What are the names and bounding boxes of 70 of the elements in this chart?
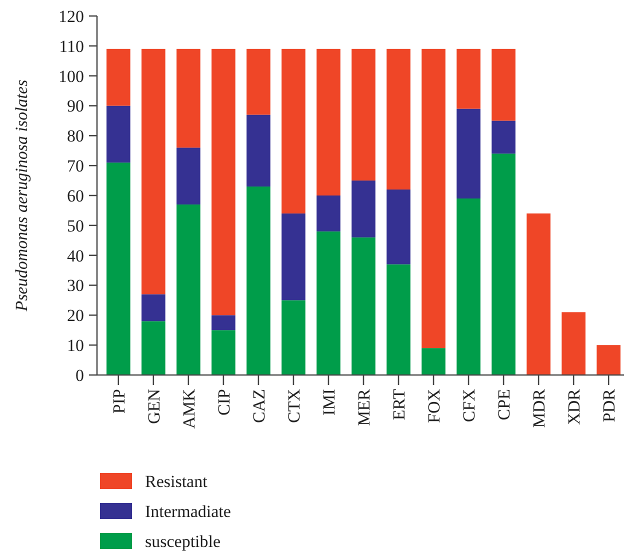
bar: [352, 237, 376, 375]
bar: [212, 315, 236, 330]
bar: [526, 213, 550, 375]
x-tick-label: CPE: [494, 389, 514, 420]
y-tick-label: 120: [58, 6, 84, 26]
bar: [596, 345, 620, 375]
bar: [246, 186, 270, 375]
bar: [456, 198, 480, 375]
bar: [176, 204, 200, 375]
bar: [316, 48, 340, 196]
x-tick-label: MDR: [530, 388, 549, 428]
x-tick-label: XDR: [564, 388, 584, 425]
y-tick-label: 50: [67, 216, 84, 236]
bar: [456, 48, 480, 109]
y-tick-label: 20: [67, 306, 84, 326]
legend-label: susceptible: [145, 532, 221, 551]
bar: [316, 231, 340, 375]
x-tick-label: AMK: [179, 388, 198, 429]
x-tick-label: CAZ: [249, 389, 268, 423]
x-tick-label: CTX: [284, 389, 304, 423]
bar: [316, 196, 340, 232]
y-axis-title: Pseudomonas aeruginosa isolates: [12, 79, 31, 312]
bar: [422, 48, 446, 348]
y-tick-label: 70: [67, 156, 84, 176]
bar: [106, 48, 130, 106]
bar: [282, 48, 306, 214]
y-tick-label: 30: [67, 276, 84, 296]
bar: [142, 321, 166, 375]
x-tick-label: PIP: [109, 389, 128, 414]
y-tick-label: 100: [58, 66, 84, 86]
bar: [282, 213, 306, 300]
x-tick-label: MER: [354, 388, 374, 426]
bar: [492, 154, 516, 375]
bar: [352, 48, 376, 181]
bar: [352, 180, 376, 238]
x-tick-label: PDR: [600, 388, 619, 422]
x-tick-label: CFX: [459, 389, 478, 422]
x-tick-label: ERT: [389, 388, 408, 420]
bar: [212, 48, 236, 316]
y-tick-label: 90: [67, 96, 84, 116]
bar: [142, 294, 166, 322]
x-tick-label: CIP: [214, 389, 234, 416]
y-tick-label: 0: [76, 366, 84, 385]
x-tick-label: FOX: [424, 389, 444, 424]
y-tick-label: 80: [67, 126, 84, 146]
y-tick-label: 40: [67, 246, 84, 266]
bar: [492, 48, 516, 121]
bar: [492, 120, 516, 154]
x-tick-label: IMI: [319, 388, 338, 416]
x-tick-label: GEN: [144, 389, 164, 424]
bar: [422, 348, 446, 375]
bar: [562, 312, 586, 375]
bar: [176, 148, 200, 204]
legend-label: Resistant: [145, 472, 208, 491]
y-tick-label: 10: [67, 336, 84, 356]
bar: [456, 108, 480, 198]
y-tick-label: 110: [59, 36, 84, 56]
bar: [106, 106, 130, 163]
legend-label: Intermadiate: [145, 502, 231, 521]
bar: [386, 48, 410, 190]
bar: [246, 48, 270, 115]
bar: [142, 48, 166, 294]
bar: [246, 114, 270, 187]
bar: [106, 162, 130, 375]
y-tick-label: 60: [67, 186, 84, 206]
bar: [282, 300, 306, 375]
bar: [386, 190, 410, 264]
bar: [386, 264, 410, 375]
bar: [176, 48, 200, 148]
bar: [212, 330, 236, 375]
